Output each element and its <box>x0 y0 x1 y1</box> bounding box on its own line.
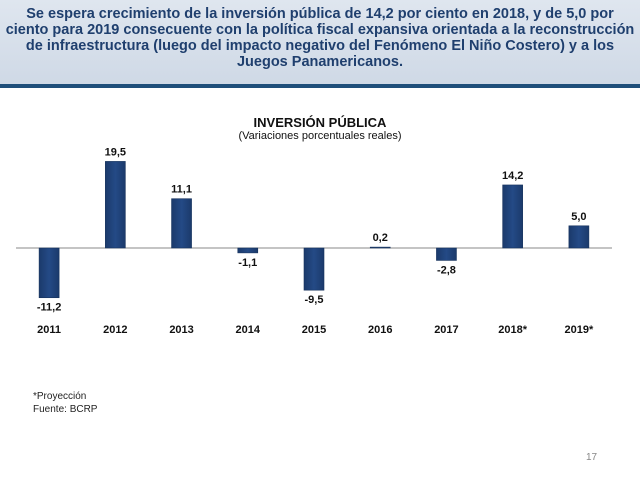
x-tick-label-2017: 2017 <box>434 324 458 336</box>
data-label-2016: 0,2 <box>373 232 388 244</box>
bar-2013 <box>171 198 192 249</box>
x-tick-label-2011: 2011 <box>37 324 61 336</box>
projection-note: *Proyección <box>33 391 87 402</box>
bar-2012 <box>105 161 126 249</box>
header-band: Se espera crecimiento de la inversión pú… <box>0 0 640 84</box>
header-divider <box>0 84 640 88</box>
bar-2019 <box>568 225 590 249</box>
slide-headline: Se espera crecimiento de la inversión pú… <box>5 6 635 70</box>
bar-2017 <box>436 247 457 261</box>
bar-2011 <box>38 247 60 299</box>
chart-title: INVERSIÓN PÚBLICA <box>253 115 387 130</box>
data-label-2014: -1,1 <box>238 257 257 269</box>
data-label-2013: 11,1 <box>171 184 192 196</box>
data-label-2018: 14,2 <box>502 170 523 182</box>
footnotes: *Proyección Fuente: BCRP <box>33 390 97 416</box>
x-tick-label-2015: 2015 <box>302 324 326 336</box>
page-number: 17 <box>586 452 598 463</box>
bar-2018 <box>502 184 523 249</box>
x-tick-label-2019: 2019* <box>565 324 594 336</box>
x-tick-label-2012: 2012 <box>103 324 127 336</box>
chart-subtitle: (Variaciones porcentuales reales) <box>238 130 402 142</box>
source-note: Fuente: BCRP <box>33 404 98 415</box>
data-label-2015: -9,5 <box>305 294 324 306</box>
data-label-2011: -11,2 <box>37 302 61 314</box>
bar-2015 <box>303 247 325 291</box>
data-label-2017: -2,8 <box>437 264 456 276</box>
bar-2014 <box>237 247 259 254</box>
x-tick-label-2013: 2013 <box>169 324 193 336</box>
x-tick-label-2014: 2014 <box>236 324 261 336</box>
data-label-2019: 5,0 <box>571 211 586 223</box>
x-tick-label-2016: 2016 <box>368 324 392 336</box>
bar-2016 <box>369 246 391 249</box>
x-tick-label-2018: 2018* <box>498 324 527 336</box>
data-label-2012: 19,5 <box>105 146 126 158</box>
